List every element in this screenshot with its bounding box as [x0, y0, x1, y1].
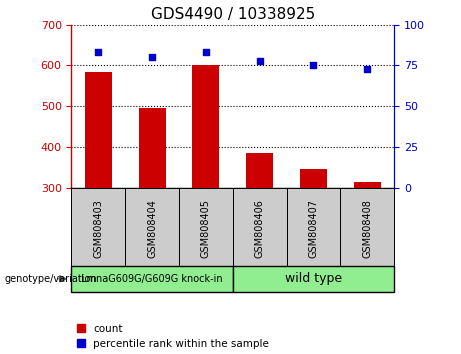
Bar — [246, 153, 273, 188]
Bar — [179, 188, 233, 266]
Bar — [233, 266, 394, 292]
Bar — [125, 188, 179, 266]
Text: GSM808403: GSM808403 — [93, 199, 103, 258]
Text: LmnaG609G/G609G knock-in: LmnaG609G/G609G knock-in — [81, 274, 223, 284]
Title: GDS4490 / 10338925: GDS4490 / 10338925 — [151, 7, 315, 22]
Bar — [340, 188, 394, 266]
Legend: count, percentile rank within the sample: count, percentile rank within the sample — [77, 324, 269, 349]
Text: GSM808408: GSM808408 — [362, 199, 372, 258]
Bar — [287, 188, 340, 266]
Point — [148, 55, 156, 60]
Text: wild type: wild type — [285, 272, 342, 285]
Bar — [85, 72, 112, 188]
Text: GSM808405: GSM808405 — [201, 199, 211, 258]
Text: GSM808404: GSM808404 — [147, 199, 157, 258]
Text: GSM808407: GSM808407 — [308, 199, 319, 258]
Bar — [233, 188, 287, 266]
Point — [95, 50, 102, 55]
Point — [202, 50, 210, 55]
Point — [364, 66, 371, 72]
Bar — [193, 65, 219, 188]
Point — [310, 63, 317, 68]
Bar — [71, 188, 125, 266]
Text: GSM808406: GSM808406 — [254, 199, 265, 258]
Bar — [354, 182, 381, 188]
Text: genotype/variation: genotype/variation — [5, 274, 97, 284]
Bar — [139, 108, 165, 188]
Bar — [300, 169, 327, 188]
Point — [256, 58, 263, 63]
Bar — [71, 266, 233, 292]
